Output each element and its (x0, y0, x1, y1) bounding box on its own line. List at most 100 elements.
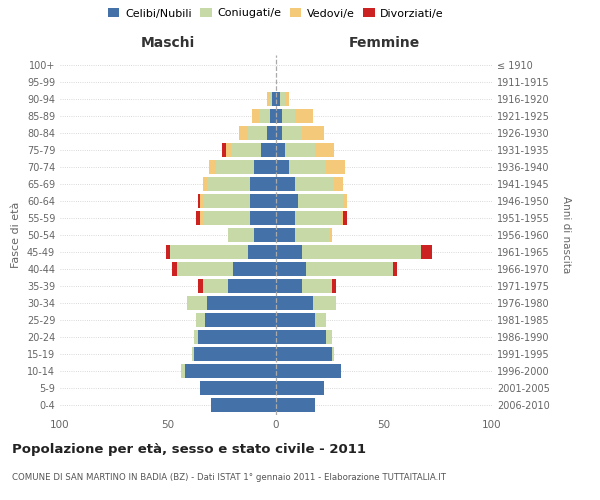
Bar (302, 126, 323, 140)
Bar (392, 262, 397, 276)
Bar (276, 381, 323, 395)
Bar (276, 398, 315, 412)
Bar (276, 279, 302, 293)
Bar (205, 313, 276, 327)
Bar (295, 177, 334, 191)
Bar (276, 92, 280, 106)
Bar (276, 194, 298, 208)
Bar (295, 228, 330, 242)
Bar (194, 330, 198, 344)
Bar (200, 381, 276, 395)
Text: COMUNE DI SAN MARTINO IN BADIA (BZ) - Dati ISTAT 1° gennaio 2011 - Elaborazione : COMUNE DI SAN MARTINO IN BADIA (BZ) - Da… (12, 472, 446, 482)
Bar (343, 194, 347, 208)
Bar (315, 313, 326, 327)
Bar (172, 262, 176, 276)
Bar (298, 194, 343, 208)
Bar (276, 228, 295, 242)
Bar (276, 177, 295, 191)
Bar (343, 211, 347, 225)
Bar (268, 126, 276, 140)
Bar (203, 194, 250, 208)
Bar (276, 313, 315, 327)
Bar (276, 262, 306, 276)
Bar (284, 92, 289, 106)
Bar (250, 194, 276, 208)
Bar (326, 330, 332, 344)
Bar (254, 228, 276, 242)
Bar (226, 143, 230, 157)
Text: Femmine: Femmine (349, 36, 419, 50)
Bar (284, 143, 315, 157)
Legend: Celibi/Nubili, Coniugati/e, Vedovi/e, Divorziati/e: Celibi/Nubili, Coniugati/e, Vedovi/e, Di… (108, 8, 444, 18)
Bar (209, 160, 215, 174)
Text: Maschi: Maschi (141, 36, 195, 50)
Bar (203, 177, 207, 191)
Bar (203, 211, 250, 225)
Bar (198, 279, 203, 293)
Bar (302, 245, 421, 259)
Bar (215, 160, 254, 174)
Bar (211, 398, 276, 412)
Bar (198, 194, 200, 208)
Bar (283, 109, 295, 123)
Bar (276, 296, 313, 310)
Bar (261, 143, 276, 157)
Bar (200, 194, 203, 208)
Bar (254, 160, 276, 174)
Bar (248, 126, 268, 140)
Bar (276, 109, 283, 123)
Bar (276, 160, 289, 174)
Bar (207, 177, 250, 191)
Bar (259, 109, 269, 123)
Bar (229, 279, 276, 293)
Bar (276, 330, 326, 344)
Bar (187, 296, 207, 310)
Bar (196, 211, 200, 225)
Bar (302, 279, 332, 293)
Bar (239, 126, 248, 140)
Bar (185, 364, 276, 378)
Bar (181, 364, 185, 378)
Bar (332, 347, 334, 361)
Bar (276, 364, 341, 378)
Bar (176, 262, 233, 276)
Bar (222, 143, 226, 157)
Bar (269, 92, 272, 106)
Bar (295, 211, 341, 225)
Bar (203, 279, 229, 293)
Bar (268, 92, 269, 106)
Bar (306, 262, 392, 276)
Bar (170, 245, 248, 259)
Bar (250, 177, 276, 191)
Bar (198, 330, 276, 344)
Y-axis label: Anni di nascita: Anni di nascita (561, 196, 571, 274)
Bar (330, 228, 332, 242)
Bar (192, 347, 194, 361)
Bar (272, 92, 276, 106)
Bar (276, 126, 283, 140)
Bar (252, 109, 259, 123)
Bar (250, 211, 276, 225)
Bar (276, 245, 302, 259)
Bar (233, 262, 276, 276)
Bar (166, 245, 170, 259)
Bar (421, 245, 431, 259)
Bar (315, 143, 334, 157)
Bar (276, 347, 332, 361)
Bar (283, 126, 302, 140)
Bar (341, 211, 343, 225)
Bar (276, 143, 284, 157)
Bar (295, 109, 313, 123)
Bar (229, 228, 254, 242)
Bar (194, 347, 276, 361)
Bar (289, 160, 326, 174)
Bar (200, 211, 203, 225)
Bar (280, 92, 284, 106)
Text: Popolazione per età, sesso e stato civile - 2011: Popolazione per età, sesso e stato civil… (12, 442, 366, 456)
Bar (313, 296, 337, 310)
Bar (332, 279, 337, 293)
Bar (196, 313, 205, 327)
Bar (269, 109, 276, 123)
Bar (326, 160, 345, 174)
Bar (334, 177, 343, 191)
